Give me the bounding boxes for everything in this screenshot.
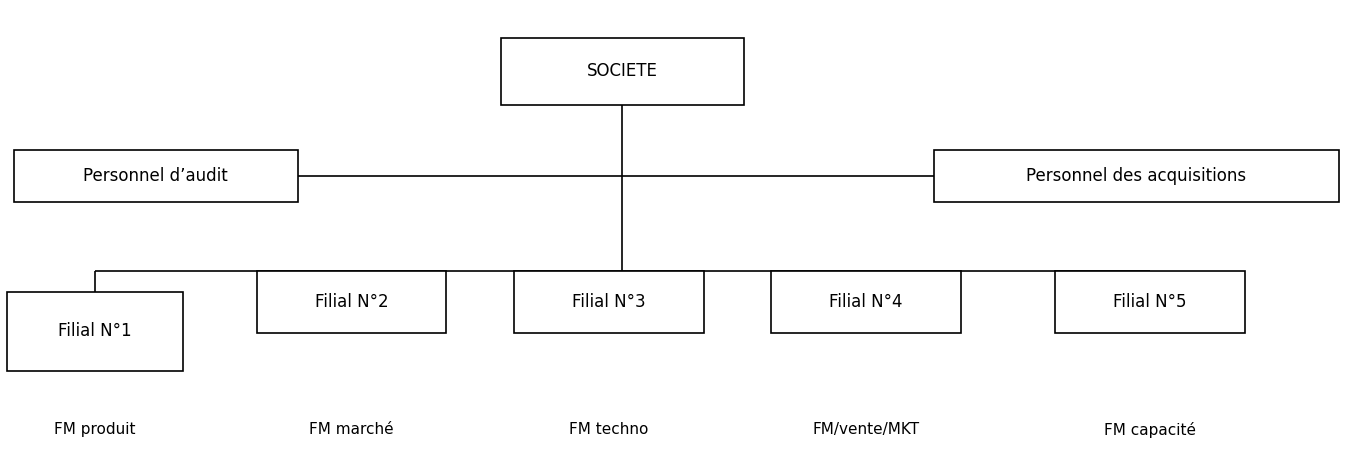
FancyBboxPatch shape [7,292,183,370]
FancyBboxPatch shape [514,271,704,332]
Text: FM produit: FM produit [54,422,135,437]
Text: FM marché: FM marché [310,422,394,437]
Text: Personnel d’audit: Personnel d’audit [84,167,227,185]
Text: FM/vente/MKT: FM/vente/MKT [812,422,920,437]
Text: SOCIETE: SOCIETE [587,62,658,80]
Text: Filial N°2: Filial N°2 [315,293,388,311]
FancyBboxPatch shape [14,150,298,202]
Text: FM capacité: FM capacité [1104,422,1196,438]
FancyBboxPatch shape [501,38,744,104]
FancyBboxPatch shape [257,271,446,332]
FancyBboxPatch shape [771,271,961,332]
FancyBboxPatch shape [934,150,1339,202]
Text: Filial N°5: Filial N°5 [1114,293,1187,311]
Text: Filial N°4: Filial N°4 [829,293,902,311]
Text: Personnel des acquisitions: Personnel des acquisitions [1027,167,1246,185]
Text: Filial N°1: Filial N°1 [58,323,131,340]
FancyBboxPatch shape [1055,271,1245,332]
Text: Filial N°3: Filial N°3 [572,293,645,311]
Text: FM techno: FM techno [570,422,648,437]
